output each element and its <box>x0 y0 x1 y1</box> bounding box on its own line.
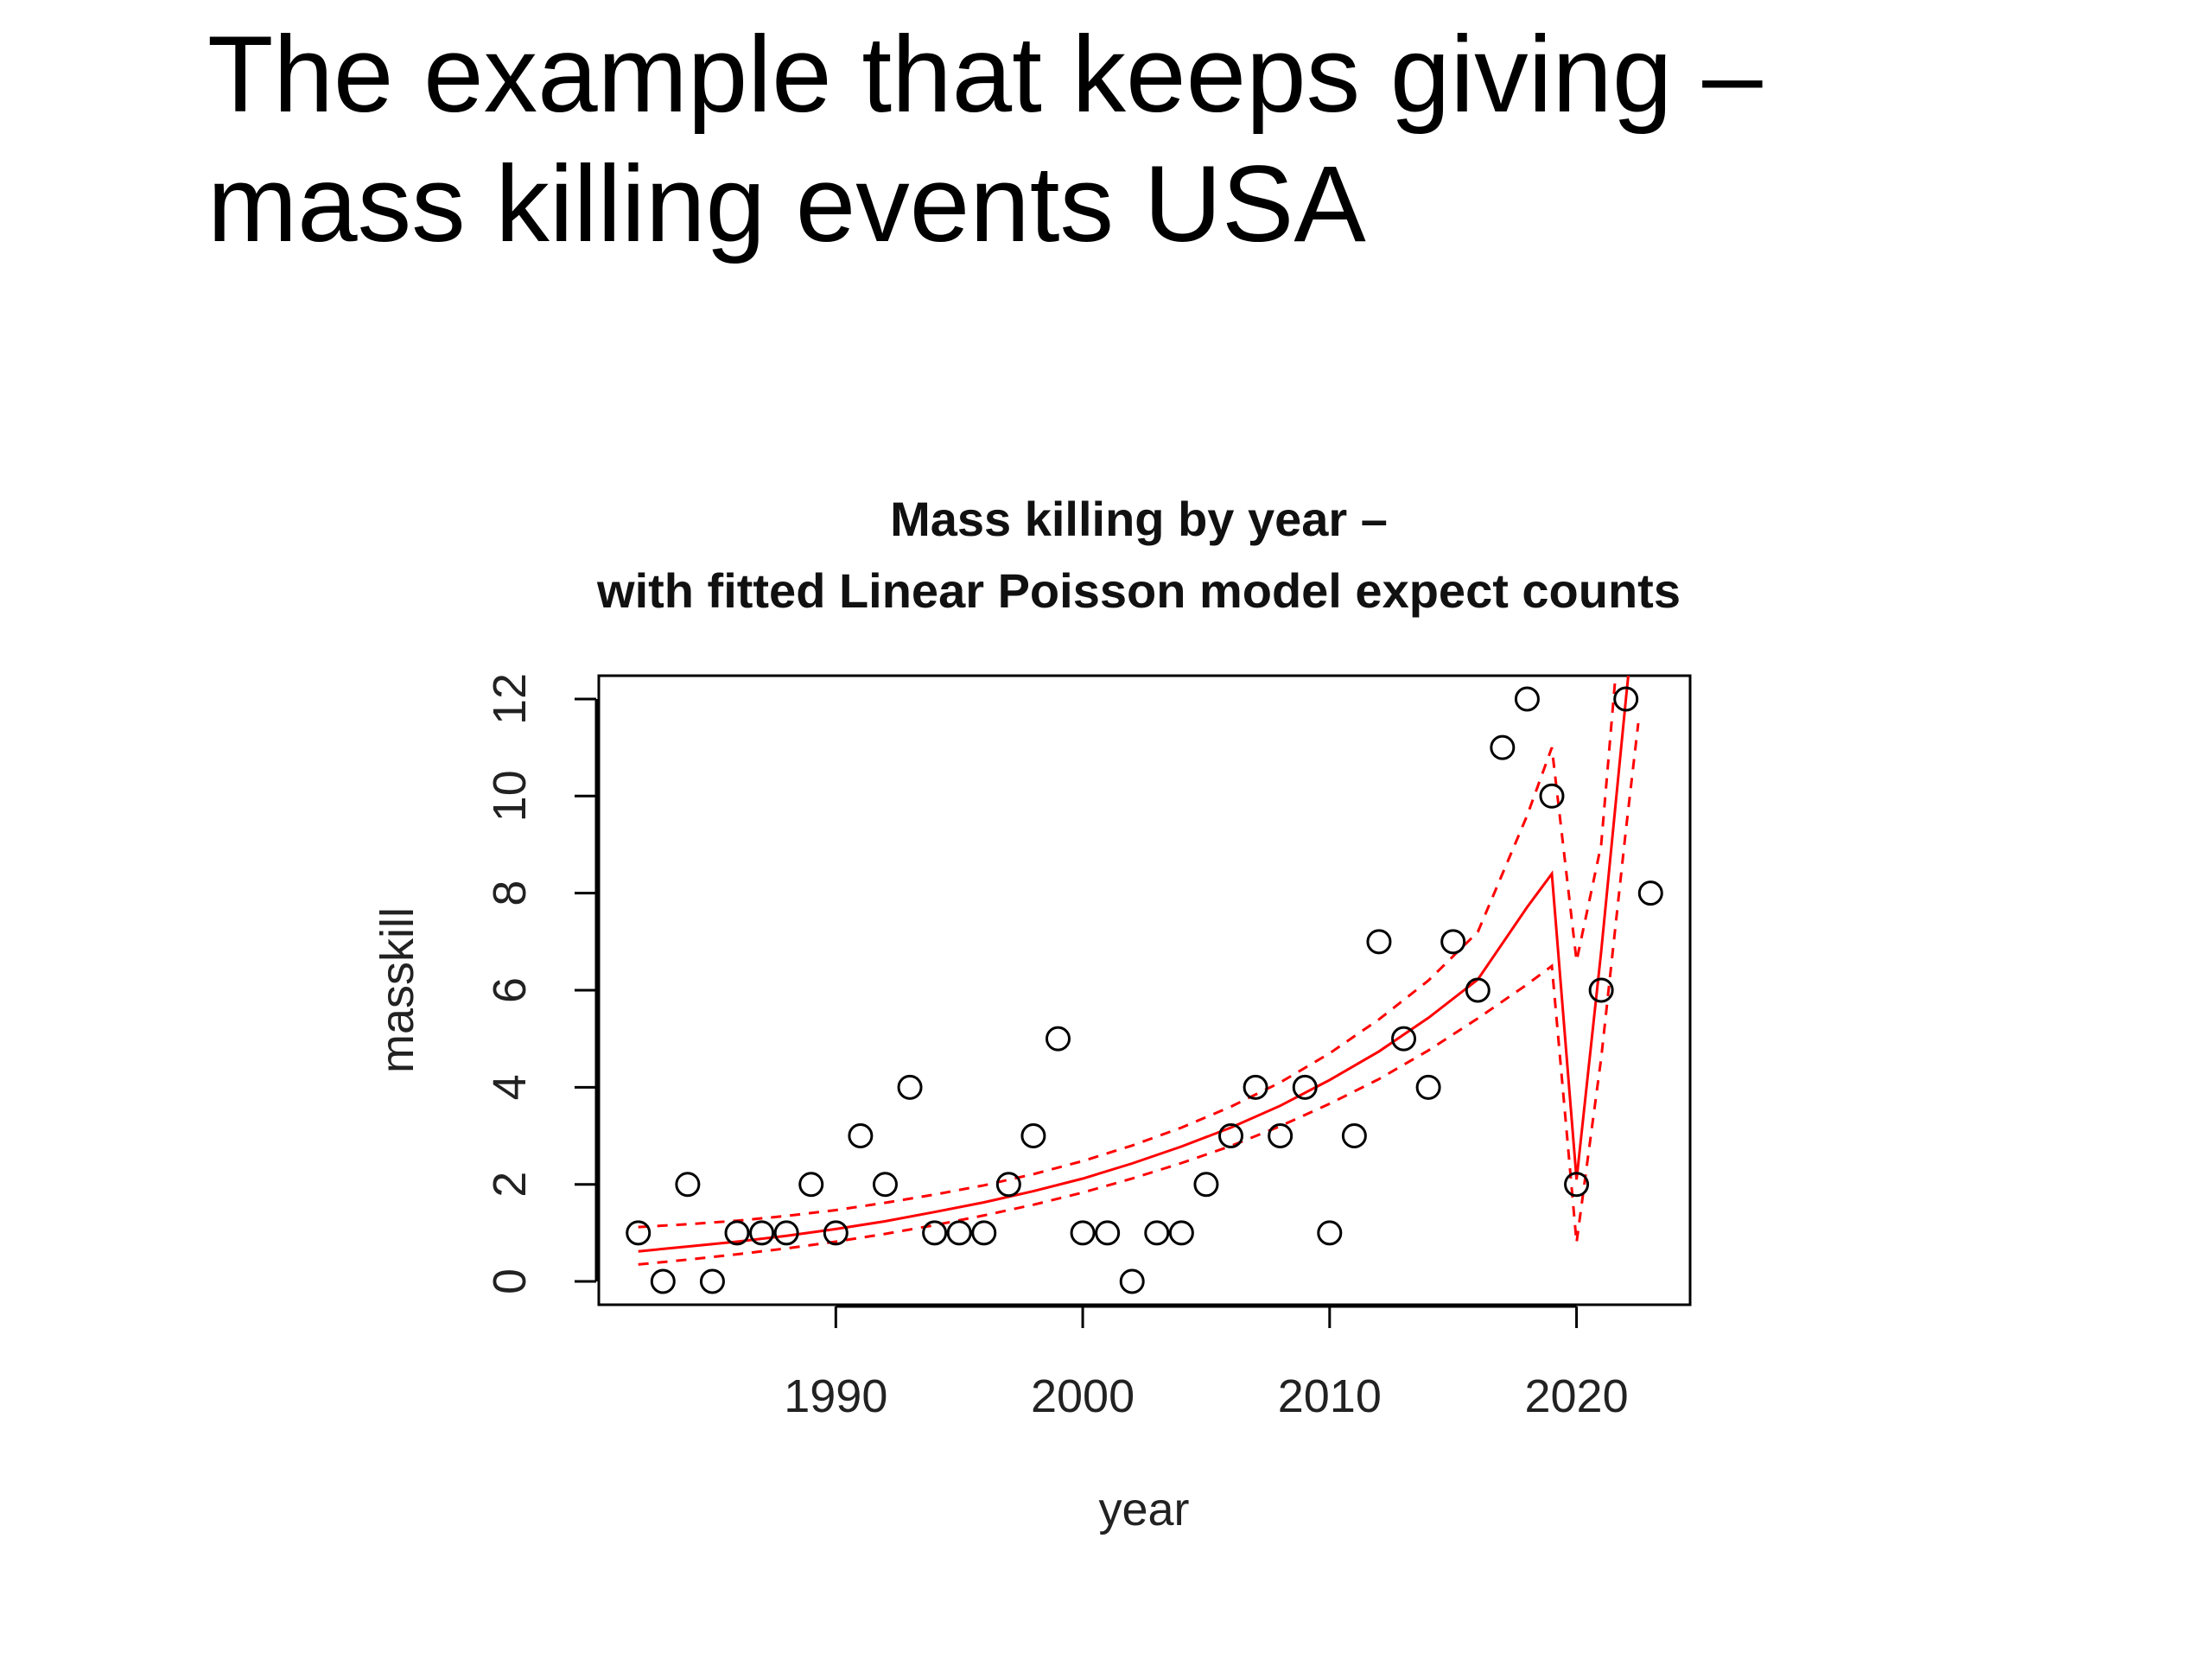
x-axis: 1990 2000 2010 2020 <box>784 1305 1629 1422</box>
data-point <box>1539 783 1565 809</box>
y-tick-label: 8 <box>484 880 536 906</box>
data-point <box>773 1220 799 1246</box>
data-point <box>1440 929 1466 955</box>
data-point <box>1637 880 1663 906</box>
data-point <box>1415 1074 1441 1100</box>
data-point <box>650 1268 676 1294</box>
x-tick-label: 2020 <box>1524 1370 1628 1422</box>
data-point <box>1588 977 1614 1003</box>
data-point <box>675 1172 701 1198</box>
data-point <box>848 1123 874 1149</box>
y-tick-label: 6 <box>484 977 536 1003</box>
y-tick-label: 2 <box>484 1172 536 1198</box>
data-point <box>1613 686 1639 712</box>
data-point <box>1119 1268 1145 1294</box>
y-axis: 0 2 4 6 8 10 12 <box>484 673 598 1294</box>
data-point <box>1193 1172 1219 1198</box>
data-point <box>946 1220 972 1246</box>
data-point <box>1465 977 1491 1003</box>
data-point <box>1095 1220 1121 1246</box>
slide-title-line-2: mass killing events USA <box>207 144 1366 264</box>
data-point <box>1490 734 1516 760</box>
data-point <box>626 1220 652 1246</box>
data-point <box>699 1268 725 1294</box>
data-point <box>1564 1172 1590 1198</box>
data-point <box>724 1220 750 1246</box>
fit-lower-band <box>638 722 1640 1266</box>
data-point <box>872 1172 898 1198</box>
data-point <box>1045 1026 1071 1052</box>
data-point <box>995 1172 1021 1198</box>
data-points <box>626 686 1663 1294</box>
data-point <box>1341 1123 1367 1149</box>
chart-title-line-2: with fitted Linear Poisson model expect … <box>596 563 1681 618</box>
x-tick-label: 2010 <box>1278 1370 1382 1422</box>
data-point <box>1292 1074 1318 1100</box>
x-axis-label: year <box>1098 1484 1189 1535</box>
data-point <box>1514 686 1540 712</box>
fit-expected-line <box>638 676 1630 1253</box>
x-tick-label: 2000 <box>1031 1370 1135 1422</box>
data-point <box>749 1220 775 1246</box>
data-point <box>1268 1123 1294 1149</box>
data-point <box>1144 1220 1170 1246</box>
y-tick-label: 0 <box>484 1268 536 1294</box>
y-tick-label: 12 <box>484 673 536 725</box>
slide-title-line-1: The example that keeps giving – <box>207 15 1763 135</box>
data-point <box>1317 1220 1343 1246</box>
slide-title: The example that keeps giving – mass kil… <box>207 10 1763 270</box>
data-point <box>1020 1123 1046 1149</box>
data-point <box>1243 1074 1268 1100</box>
data-point <box>922 1220 948 1246</box>
data-point <box>1366 929 1392 955</box>
y-tick-label: 10 <box>484 770 536 822</box>
data-point <box>897 1074 923 1100</box>
y-axis-label: masskill <box>372 907 423 1073</box>
fit-lines <box>638 676 1640 1266</box>
data-point <box>1070 1220 1096 1246</box>
data-point <box>1168 1220 1194 1246</box>
y-tick-label: 4 <box>484 1074 536 1100</box>
data-point <box>798 1172 824 1198</box>
fit-upper-band <box>638 676 1618 1229</box>
chart-title-line-1: Mass killing by year – <box>890 492 1388 546</box>
plot-frame <box>597 674 1692 1306</box>
data-point <box>1391 1026 1417 1052</box>
data-point <box>1218 1123 1244 1149</box>
x-tick-label: 1990 <box>784 1370 887 1422</box>
data-point <box>823 1220 849 1246</box>
data-point <box>971 1220 997 1246</box>
